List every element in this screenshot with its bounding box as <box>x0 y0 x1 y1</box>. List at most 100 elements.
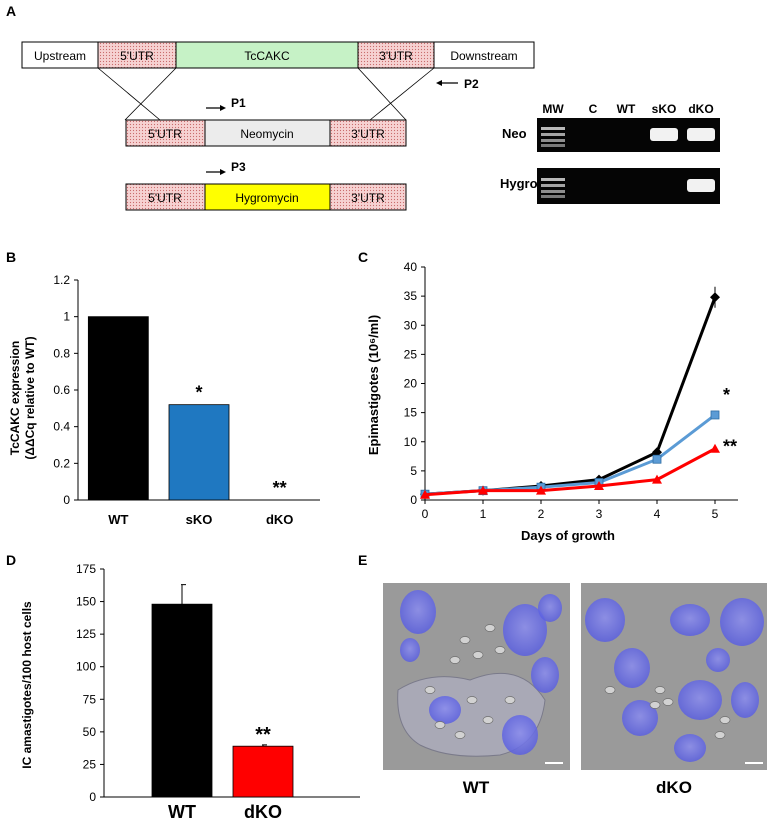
utr3-label: 3'UTR <box>379 49 413 63</box>
micrograph-wt-nucleus <box>429 696 461 724</box>
micrograph-wt-amastigote <box>482 716 494 724</box>
gel-ladder-band <box>541 184 565 187</box>
chart-c-series-line <box>424 296 717 496</box>
chart-c-point <box>710 292 720 303</box>
chart-c-xtick-label: 0 <box>422 507 429 521</box>
chart-c-xtick-label: 5 <box>712 507 719 521</box>
chart-c-ytick-label: 5 <box>410 464 417 478</box>
chart-b-ytick-label: 0.4 <box>53 420 70 434</box>
chart-c-ytick-label: 40 <box>404 260 418 274</box>
chart-c-ytick-label: 15 <box>404 406 418 420</box>
panel-label-e: E <box>358 552 367 568</box>
micrograph-dko: dKO <box>581 583 767 797</box>
hygro-utr5-label: 5'UTR <box>148 191 182 205</box>
micrograph-dko-nucleus <box>731 682 759 718</box>
utr5-segment <box>97 41 177 69</box>
gel-image: MW C WT sKO dKO Neo Hygro <box>500 102 720 204</box>
hygro-utr3-segment <box>329 183 407 211</box>
micrograph-dko-amastigote <box>662 698 674 706</box>
gel-ladder-band <box>541 127 565 130</box>
gel-lane-label-mw: MW <box>542 102 564 116</box>
hygromycin-label: Hygromycin <box>235 191 298 205</box>
micrograph-wt-amastigote <box>434 721 446 729</box>
chart-c-point <box>652 474 662 484</box>
micrograph-dko-amastigote <box>719 716 731 724</box>
chart-c-ytick-label: 35 <box>404 289 418 303</box>
micrograph-dko-amastigote <box>649 701 661 709</box>
chart-b-ytick-label: 1 <box>63 310 70 324</box>
panel-label-d: D <box>6 552 16 568</box>
chart-c-series-line <box>424 447 716 497</box>
micrograph-dko-nucleus <box>706 648 730 672</box>
utr5-label: 5'UTR <box>120 49 154 63</box>
micrograph-wt-nucleus <box>502 715 538 755</box>
chart-c-ytick-label: 20 <box>404 377 418 391</box>
hygro-utr5-segment <box>125 183 206 211</box>
chart-c-xtick-label: 1 <box>480 507 487 521</box>
chart-d-ytick-label: 50 <box>83 725 97 739</box>
micrograph-dko-nucleus <box>614 648 650 688</box>
neo-utr5-segment <box>125 119 206 147</box>
upstream-segment <box>21 41 99 69</box>
chart-d: 0 25 50 75 100 125 150 175 WT dKO ** IC amastigot… <box>20 562 360 820</box>
chart-d-bar-dko <box>232 745 294 798</box>
chart-b-ylabel-line1: TcCAKC expression <box>8 341 22 455</box>
micrograph-wt-amastigote <box>494 646 506 654</box>
chart-b-significance: ** <box>273 478 287 498</box>
upstream-label: Upstream <box>34 49 86 63</box>
chart-b-ylabel-line2: (ΔΔCq relative to WT) <box>23 336 37 459</box>
chart-b: 0 0.2 0.4 0.6 0.8 1 1.2 WT sKO * dKO ** TcCAKC exp… <box>8 273 320 527</box>
micrograph-wt-amastigote <box>472 651 484 659</box>
chart-c-ytick-label: 25 <box>404 347 418 361</box>
micrograph-wt-nucleus <box>503 604 547 656</box>
chart-d-ytick-label: 125 <box>76 627 96 641</box>
micrograph-dko-nucleus <box>585 598 625 642</box>
chart-d-ytick-label: 25 <box>83 757 97 771</box>
neo-utr5-label: 5'UTR <box>148 127 182 141</box>
micrograph-wt-amastigote <box>454 731 466 739</box>
crossover-line <box>369 67 435 121</box>
chart-d-ytick-label: 100 <box>76 660 96 674</box>
primer-p1-arrowhead <box>220 105 226 111</box>
chart-b-ytick-label: 0.8 <box>53 346 70 360</box>
gel-lane-label-dko: dKO <box>688 102 713 116</box>
micrograph-wt-nucleus <box>531 657 559 693</box>
micrograph-wt-amastigote <box>466 696 478 704</box>
micrograph-wt-nucleus <box>400 590 436 634</box>
micrograph-wt-amastigote <box>504 696 516 704</box>
chart-c-xtick-label: 3 <box>596 507 603 521</box>
chart-c-significance: ** <box>723 437 737 457</box>
chart-b-xtick-label: sKO <box>186 512 213 527</box>
chart-c-point <box>710 410 720 420</box>
chart-d-ytick-label: 150 <box>76 595 96 609</box>
chart-b-xtick-label: WT <box>108 512 128 527</box>
chart-b-xtick-label: dKO <box>266 512 293 527</box>
gel-ladder-band <box>541 139 565 142</box>
panel-label-c: C <box>358 249 368 265</box>
micrograph-wt-amastigote <box>484 624 496 632</box>
gel-ladder-band <box>541 178 565 181</box>
chart-b-bar-sko <box>168 404 230 501</box>
chart-d-ytick-label: 175 <box>76 562 96 576</box>
primer-p3-label: P3 <box>231 160 246 174</box>
gel-ladder-band <box>541 144 565 147</box>
neomycin-label: Neomycin <box>240 127 293 141</box>
gene-map: Upstream 5'UTR TcCAKC 3'UTR Downstream P… <box>21 41 535 211</box>
chart-d-xtick-label: WT <box>168 802 196 820</box>
chart-d-significance: ** <box>255 724 271 746</box>
panel-label-a: A <box>6 3 16 19</box>
chart-b-ytick-label: 0.6 <box>53 383 70 397</box>
gel-lane-label-c: C <box>589 102 598 116</box>
micrograph-wt-amastigote <box>459 636 471 644</box>
chart-d-ytick-label: 75 <box>83 692 97 706</box>
micrograph-wt: WT <box>383 583 570 797</box>
chart-c-point <box>536 485 546 495</box>
micrograph-wt-amastigote <box>449 656 461 664</box>
chart-c-point <box>652 454 662 464</box>
chart-c-ytick-label: 0 <box>410 493 417 507</box>
gel-lane-label-sko: sKO <box>652 102 677 116</box>
chart-c-ytick-label: 30 <box>404 318 418 332</box>
chart-b-ytick-label: 1.2 <box>53 273 70 287</box>
chart-b-ytick-label: 0.2 <box>53 456 70 470</box>
